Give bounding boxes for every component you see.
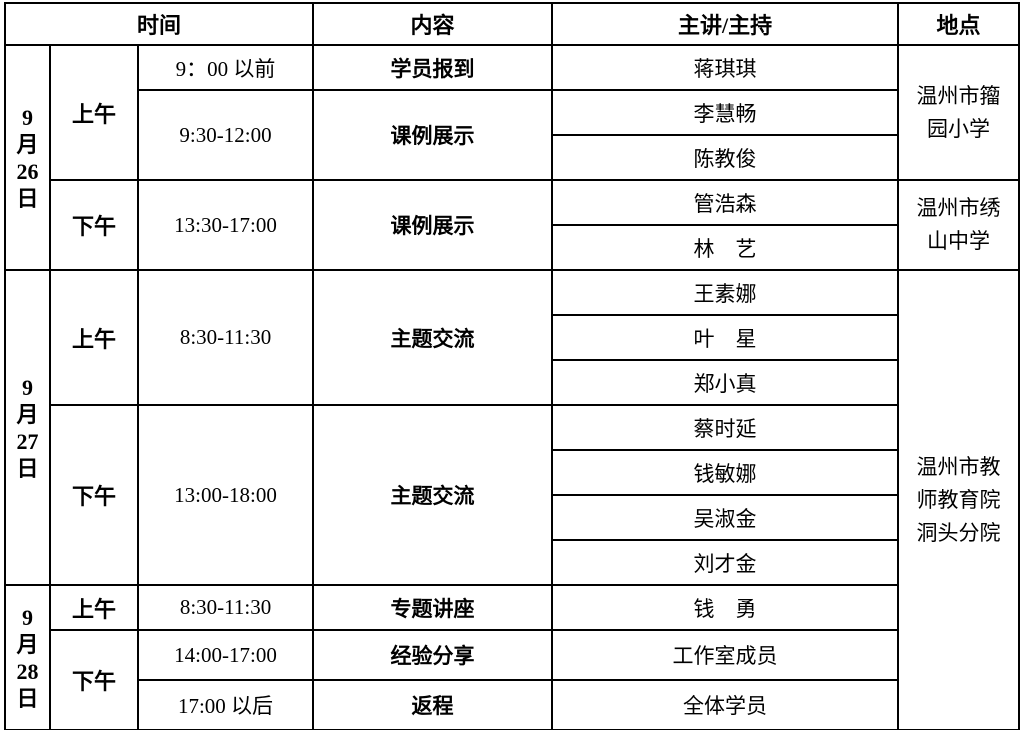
speaker-cell: 林 艺 (551, 224, 900, 271)
speaker-cell: 全体学员 (551, 679, 900, 730)
table-row: 吴淑金 (5, 494, 1019, 541)
header-row: 时间 内容 主讲/主持 地点 (3, 2, 1021, 46)
location-cell: 温州市绣 山中学 (897, 179, 1021, 271)
table-row: 9 月 27 日 上午 8:30-11:30 主题交流 王素娜 温州市教 师教育… (4, 269, 1021, 730)
table-row: 9 月 28 日 上午 8:30-11:30 专题讲座 钱 勇 (4, 584, 1019, 730)
table-row: 9 月 26 日 上午 9：00 以前 学员报到 蒋琪琪 温州市籀 园小学 (4, 44, 1021, 271)
time-cell: 13:30-17:00 (136, 179, 315, 271)
column-header-speaker-host: 主讲/主持 (551, 2, 900, 46)
speaker-cell: 工作室成员 (551, 629, 900, 681)
time-cell: 17:00 以后 (136, 679, 315, 730)
date-cell-sep27: 9 月 27 日 (4, 269, 51, 586)
column-header-content: 内容 (312, 2, 554, 46)
speaker-cell: 李慧畅 (551, 89, 900, 136)
content-cell: 专题讲座 (312, 584, 554, 631)
content-cell: 学员报到 (312, 44, 554, 91)
content-cell: 经验分享 (312, 629, 554, 681)
speaker-cell: 钱 勇 (551, 584, 900, 631)
table-row: 下午 14:00-17:00 经验分享 工作室成员 (5, 629, 1019, 730)
table-row: 钱敏娜 (5, 449, 1019, 496)
speaker-cell: 管浩森 (551, 179, 900, 226)
table-row: 17:00 以后 返程 全体学员 (5, 679, 1019, 730)
time-cell: 8:30-11:30 (136, 584, 315, 631)
location-cell: 温州市教 师教育院 洞头分院 (897, 269, 1021, 730)
table-row: 下午 13:30-17:00 课例展示 管浩森 温州市绣 山中学 (5, 179, 1021, 271)
schedule-table: 时间 内容 主讲/主持 地点 9 月 26 日 上午 9：00 以前 学员报到 … (3, 2, 1021, 730)
time-cell: 14:00-17:00 (136, 629, 315, 681)
table-row: 陈教俊 (5, 134, 1019, 181)
date-cell-sep28: 9 月 28 日 (4, 584, 51, 730)
speaker-cell: 王素娜 (551, 269, 900, 316)
speaker-cell: 陈教俊 (551, 134, 900, 181)
column-header-location: 地点 (897, 2, 1021, 46)
table-row: 下午 13:00-18:00 主题交流 蔡时延 (5, 404, 1019, 586)
speaker-cell: 郑小真 (551, 359, 900, 406)
speaker-cell: 蒋琪琪 (551, 44, 900, 91)
period-cell: 下午 (49, 629, 139, 730)
content-cell: 主题交流 (312, 404, 554, 586)
table-row: 郑小真 (5, 359, 1019, 406)
table-row: 刘才金 (5, 539, 1019, 586)
location-cell: 温州市籀 园小学 (897, 44, 1021, 181)
time-cell: 9：00 以前 (136, 44, 315, 91)
content-cell: 返程 (312, 679, 554, 730)
period-cell: 上午 (49, 44, 139, 181)
content-cell: 主题交流 (312, 269, 554, 406)
speaker-cell: 叶 星 (551, 314, 900, 361)
period-cell: 下午 (49, 179, 139, 271)
speaker-cell: 蔡时延 (551, 404, 900, 451)
period-cell: 上午 (49, 584, 139, 631)
date-cell-sep26: 9 月 26 日 (4, 44, 51, 271)
time-cell: 13:00-18:00 (136, 404, 315, 586)
table-row: 叶 星 (5, 314, 1019, 361)
speaker-cell: 吴淑金 (551, 494, 900, 541)
speaker-cell: 刘才金 (551, 539, 900, 586)
content-cell: 课例展示 (312, 179, 554, 271)
time-cell: 8:30-11:30 (136, 269, 315, 406)
table-row: 9:30-12:00 课例展示 李慧畅 (5, 89, 1019, 181)
time-cell: 9:30-12:00 (136, 89, 315, 181)
period-cell: 下午 (49, 404, 139, 586)
speaker-cell: 钱敏娜 (551, 449, 900, 496)
period-cell: 上午 (49, 269, 139, 406)
table-row: 林 艺 (5, 224, 1019, 271)
content-cell: 课例展示 (312, 89, 554, 181)
column-header-time: 时间 (3, 2, 315, 46)
